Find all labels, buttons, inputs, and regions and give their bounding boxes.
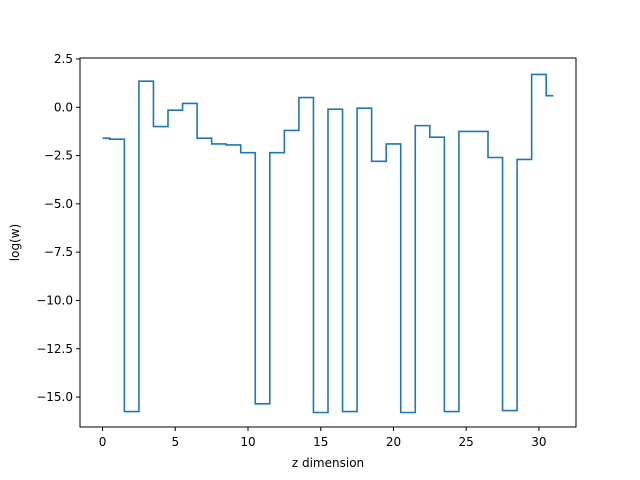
y-tick-label: −7.5 xyxy=(44,245,73,259)
x-tick-label: 10 xyxy=(240,435,255,449)
y-tick-label: −5.0 xyxy=(44,197,73,211)
y-tick-label: −12.5 xyxy=(36,342,73,356)
series-line xyxy=(102,73,554,414)
y-tick-label: 2.5 xyxy=(54,52,73,66)
y-tick-label: −10.0 xyxy=(36,293,73,307)
y-tick-label: −2.5 xyxy=(44,149,73,163)
y-axis-label: log(w) xyxy=(8,224,22,261)
x-tick-label: 20 xyxy=(386,435,401,449)
axes-frame xyxy=(79,57,577,428)
x-axis-label: z dimension xyxy=(292,456,364,470)
x-tick-label: 0 xyxy=(99,435,107,449)
x-tick-label: 5 xyxy=(171,435,179,449)
plot-area xyxy=(102,73,554,414)
x-tick-label: 30 xyxy=(531,435,546,449)
x-tick-label: 25 xyxy=(459,435,474,449)
y-tick-label: −15.0 xyxy=(36,390,73,404)
x-tick-label: 15 xyxy=(313,435,328,449)
tick-marks: 0 5 10 15 20 25 30 2.5 0.0 −2.5 −5.0 −7.5 −10.0 −12.5… xyxy=(36,52,546,449)
y-tick-label: 0.0 xyxy=(54,100,73,114)
